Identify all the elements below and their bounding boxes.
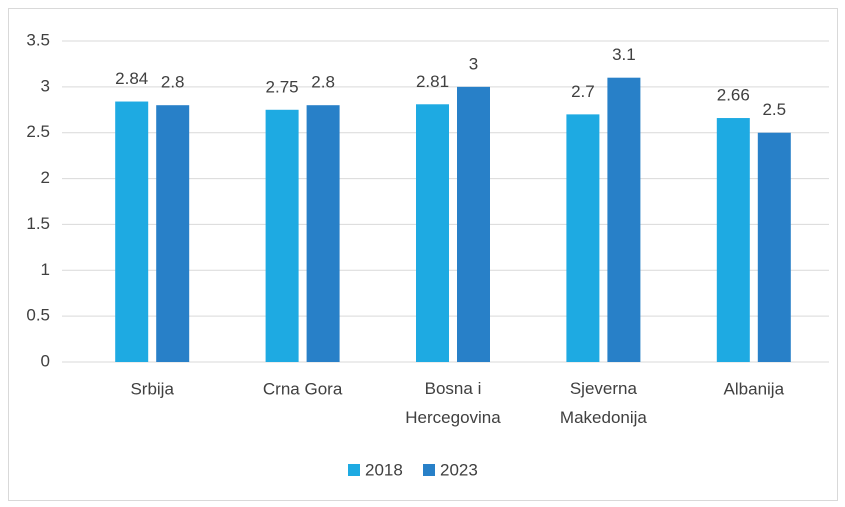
y-tick-label: 0.5 (26, 306, 50, 325)
legend-swatch (348, 464, 360, 476)
data-label: 2.84 (115, 69, 148, 88)
bar (757, 132, 791, 362)
y-tick-label: 2.5 (26, 122, 50, 141)
x-tick-label: Bosna i Hercegovina (405, 379, 501, 427)
bar (156, 105, 190, 362)
bar (416, 104, 449, 362)
y-tick-label: 0 (41, 351, 50, 370)
data-label: 2.66 (717, 86, 750, 105)
data-label: 3.1 (612, 45, 636, 64)
x-tick-label: Crna Gora (263, 379, 343, 398)
x-tick-label: Albanija (724, 379, 785, 398)
bar (716, 118, 750, 362)
data-label: 3 (469, 54, 478, 73)
y-tick-label: 3 (41, 76, 50, 95)
data-label: 2.5 (762, 100, 786, 119)
legend-label: 2018 (365, 460, 403, 479)
bar (115, 101, 149, 362)
data-label: 2.8 (311, 73, 335, 92)
bar (457, 86, 490, 362)
y-tick-label: 1.5 (26, 214, 50, 233)
bar (607, 77, 641, 362)
data-label: 2.7 (571, 82, 595, 101)
data-label: 2.8 (161, 73, 185, 92)
data-label: 2.75 (266, 77, 299, 96)
legend-swatch (423, 464, 435, 476)
y-tick-label: 2 (41, 168, 50, 187)
bar (566, 114, 600, 362)
bar (265, 109, 299, 363)
y-tick-label: 1 (41, 260, 50, 279)
legend-label: 2023 (440, 460, 478, 479)
y-tick-label: 3.5 (26, 30, 50, 49)
bar (306, 105, 340, 362)
x-tick-label: Srbija (130, 379, 174, 398)
x-tick-label: Sjeverna Makedonija (560, 379, 647, 427)
data-label: 2.81 (416, 72, 449, 91)
